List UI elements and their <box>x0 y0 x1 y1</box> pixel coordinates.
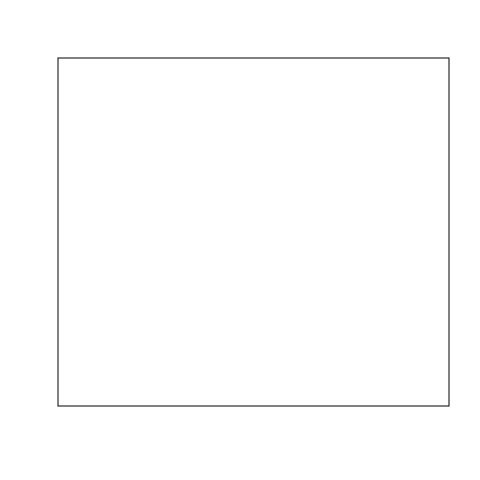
plot-frame <box>57 57 450 407</box>
